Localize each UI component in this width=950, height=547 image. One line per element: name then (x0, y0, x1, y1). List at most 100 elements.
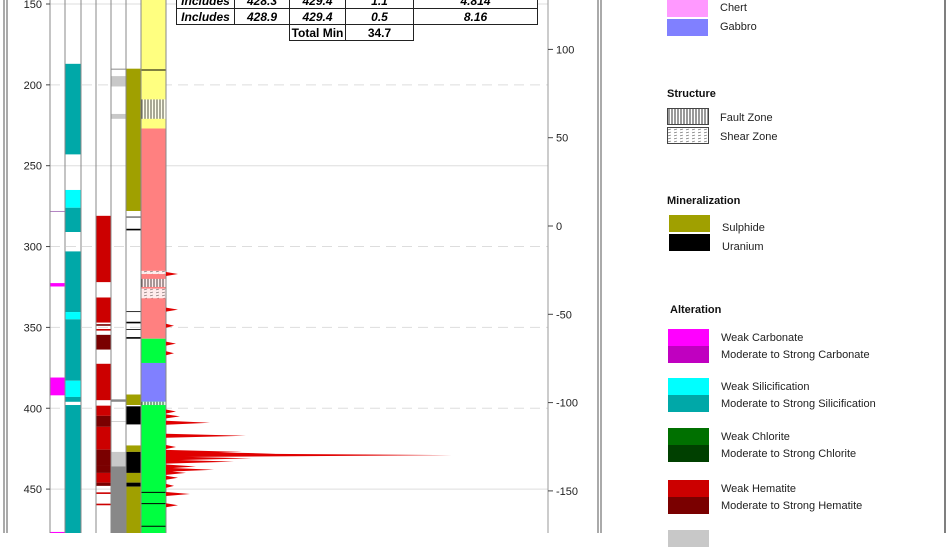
weak-swatch (668, 428, 709, 445)
interval (50, 210, 65, 212)
cell: 429.4 (289, 0, 346, 9)
depth-tick-label: 250 (24, 161, 42, 173)
interval (126, 486, 141, 533)
interval (50, 531, 65, 533)
strong-swatch (668, 346, 709, 363)
gamma-spike (166, 491, 190, 496)
gamma-spike (166, 341, 176, 346)
interval (96, 482, 111, 486)
fault-zone (141, 99, 166, 119)
structure-heading: Structure (667, 88, 716, 100)
elevation-tick-label: 0 (556, 221, 562, 233)
table-row: Includes 428.3 429.4 1.1 4.814 (176, 0, 538, 9)
interval (96, 503, 111, 506)
weak-swatch (668, 329, 709, 346)
interval (65, 207, 81, 232)
interval (111, 399, 126, 402)
interval (126, 329, 141, 330)
mineralization-heading: Mineralization (667, 195, 741, 207)
interval (65, 251, 81, 313)
interval (65, 396, 81, 402)
gamma-spike (166, 459, 234, 464)
interval (126, 68, 141, 211)
alteration-heading: Alteration (670, 304, 722, 316)
legend-label: Chert (720, 2, 747, 14)
strong-swatch (668, 445, 709, 462)
strong-swatch (668, 395, 709, 412)
cell: Includes (176, 8, 235, 25)
gamma-spike (166, 351, 174, 356)
chert-swatch (667, 0, 708, 17)
interval (111, 421, 126, 422)
interval (141, 362, 166, 402)
depth-tick-label: 350 (24, 322, 42, 334)
legend-label: Weak Carbonate (721, 332, 804, 344)
interval (126, 472, 141, 483)
cell: 4.814 (413, 0, 538, 9)
total-label: Total Min (289, 24, 346, 41)
legend-label: Gabbro (720, 21, 757, 33)
interval (96, 405, 111, 416)
interval (96, 415, 111, 427)
depth-tick-label: 150 (24, 0, 42, 11)
uranium-swatch (669, 234, 710, 251)
silicification-column (65, 63, 81, 533)
legend-label: Sulphide (722, 222, 765, 234)
table-row: Total Min 34.7 (177, 24, 538, 41)
interval (141, 405, 166, 533)
interval (96, 426, 111, 450)
strong-swatch (668, 497, 709, 514)
interval (65, 319, 81, 381)
table-row: Includes 428.9 429.4 0.5 8.16 (176, 8, 538, 25)
interval (96, 363, 111, 401)
interval (65, 312, 81, 320)
gamma-spike (166, 503, 178, 508)
legend-label: Weak Silicification (721, 381, 810, 393)
interval (50, 283, 65, 287)
interval (126, 311, 141, 313)
interval (126, 216, 141, 218)
sulphide-swatch (669, 215, 710, 232)
gamma-spike (166, 445, 176, 450)
grey-column (111, 68, 126, 533)
cell: 428.9 (234, 8, 290, 25)
carbonate-column (50, 210, 65, 533)
legend-label: Moderate to Strong Chlorite (721, 448, 857, 460)
interval (65, 405, 81, 533)
interval (111, 466, 126, 533)
gamma-spike (166, 414, 180, 419)
depth-tick-label: 200 (24, 80, 42, 92)
shear-zone-swatch (667, 127, 709, 144)
interval (126, 406, 141, 425)
elevation-tick-label: 50 (556, 133, 568, 145)
interval (96, 449, 111, 466)
gamma-spike (166, 409, 176, 414)
mineralization-column (126, 68, 141, 533)
interval (126, 337, 141, 339)
gamma-spike (166, 483, 174, 488)
gabbro-swatch (667, 19, 708, 36)
fault-zone (141, 401, 166, 406)
interval (111, 76, 126, 87)
interval (96, 472, 111, 483)
interval (141, 338, 166, 363)
interval (111, 113, 126, 119)
interval (141, 128, 166, 339)
gamma-spike (166, 307, 178, 312)
interval (96, 334, 111, 350)
cell: 429.4 (289, 8, 346, 25)
hematite-column (96, 215, 111, 506)
legend-label: Moderate to Strong Silicification (721, 398, 876, 410)
drill-log-plot: 150 200 250 300 350 400 450 100 50 0 -50 -100 -150 (3, 0, 946, 533)
legend-label: Moderate to Strong Hematite (721, 500, 863, 512)
legend-label: Fault Zone (720, 112, 773, 124)
interval (96, 297, 111, 323)
cell: 8.16 (413, 8, 538, 25)
elevation-tick-label: -50 (556, 309, 572, 321)
cell: Includes (176, 0, 235, 9)
interval (111, 68, 126, 70)
intercept-table: Includes 428.3 429.4 1.1 4.814 Includes … (176, 0, 538, 41)
legend-label: Uranium (722, 241, 764, 253)
interval (126, 445, 141, 452)
lithology-column (141, 0, 166, 533)
